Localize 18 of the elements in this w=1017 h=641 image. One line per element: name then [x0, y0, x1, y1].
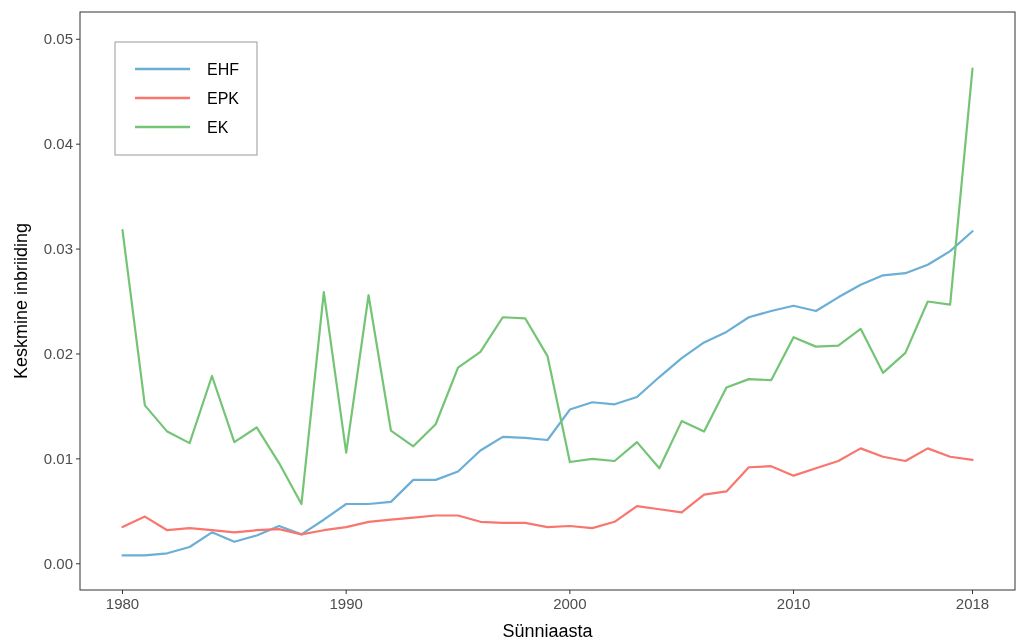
y-tick-label: 0.05	[43, 30, 73, 48]
y-tick-label: 0.01	[43, 449, 73, 467]
x-axis-title: Sünniaasta	[502, 621, 594, 641]
legend-label: EK	[207, 119, 229, 136]
x-tick-label: 2000	[553, 595, 587, 612]
x-tick-label: 1990	[329, 595, 363, 612]
line-series	[121, 230, 974, 557]
legend-label: EPK	[207, 90, 240, 107]
y-tick-label: 0.02	[43, 344, 73, 362]
x-tick-label: 2018	[955, 595, 990, 612]
y-tick-label: 0.00	[43, 554, 73, 572]
x-tick-label: 2010	[776, 595, 811, 612]
y-tick-label: 0.04	[43, 135, 73, 153]
y-axis-title: Keskmine inbriiding	[11, 222, 31, 380]
legend-label: EHF	[207, 61, 240, 78]
y-tick-label: 0.03	[43, 240, 73, 258]
x-tick-label: 1980	[105, 595, 140, 612]
line-series	[121, 447, 974, 536]
